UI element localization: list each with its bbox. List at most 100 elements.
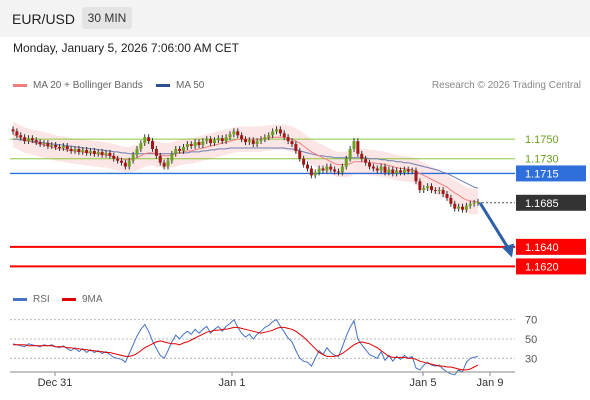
candle <box>46 143 50 147</box>
candle <box>267 135 271 138</box>
candle <box>108 152 112 156</box>
candle <box>476 201 480 203</box>
candle <box>77 148 81 152</box>
candle <box>430 186 433 191</box>
candle <box>441 190 445 194</box>
rsi-tick-50: 50 <box>525 334 537 346</box>
legend-rsi: RSI <box>13 294 50 305</box>
candle <box>333 169 337 172</box>
legend-ma20-label: MA 20 + Bollinger Bands <box>33 80 143 91</box>
candle <box>11 129 15 132</box>
candle <box>383 166 387 173</box>
candle <box>337 171 340 173</box>
candle <box>290 141 294 145</box>
candle <box>399 170 402 173</box>
candle <box>116 158 120 161</box>
candle <box>461 206 464 210</box>
current-price-tag <box>516 194 586 211</box>
candle <box>201 141 205 146</box>
candle <box>65 146 69 149</box>
candle <box>251 140 255 145</box>
forecast-arrow-head <box>502 243 514 258</box>
candle <box>154 148 158 156</box>
candle <box>368 162 371 167</box>
candle <box>205 139 209 142</box>
candle <box>19 135 23 138</box>
ma20-swatch <box>13 84 27 87</box>
candle <box>282 133 286 138</box>
timeframe-button[interactable]: 30 MIN <box>82 7 132 29</box>
candle <box>352 141 356 149</box>
candle <box>371 166 375 169</box>
x-tick-label: Dec 31 <box>38 377 73 389</box>
candle <box>263 137 267 140</box>
candle <box>445 193 449 198</box>
x-tick-label: Jan 1 <box>219 377 246 389</box>
datetime-label: Monday, January 5, 2026 7:06:00 AM CET <box>13 41 239 55</box>
level-label-1.1730: 1.1730 <box>525 154 559 166</box>
candle <box>182 146 185 151</box>
candle <box>15 131 19 136</box>
candle <box>34 140 38 143</box>
rsi-ma-swatch <box>62 298 76 301</box>
candle <box>96 151 100 154</box>
current-price-label: 1.1685 <box>525 198 559 210</box>
level-tag-1.1640 <box>516 238 586 255</box>
candle <box>30 138 34 141</box>
level-label-1.1715: 1.1715 <box>525 168 559 180</box>
candle <box>131 154 135 161</box>
candle <box>240 135 244 140</box>
legend-rsi-ma-label: 9MA <box>82 294 103 305</box>
rsi-tick-70: 70 <box>525 315 537 327</box>
candle <box>73 148 77 151</box>
candle <box>313 172 317 176</box>
candle <box>468 203 472 206</box>
forecast-arrow-shaft <box>478 201 511 251</box>
candle <box>275 129 278 132</box>
candle <box>135 148 139 155</box>
candle <box>321 168 325 171</box>
candle <box>27 138 30 142</box>
candle <box>360 153 364 159</box>
candle <box>255 141 259 145</box>
candle <box>81 149 85 152</box>
candle <box>151 141 154 149</box>
candle <box>375 168 379 171</box>
candle <box>158 155 162 163</box>
candle <box>220 138 224 142</box>
candle <box>104 152 108 155</box>
candle <box>317 168 321 173</box>
legend-ma50: MA 50 <box>156 80 204 91</box>
candle <box>433 190 437 192</box>
candle <box>391 169 395 174</box>
candle <box>61 146 65 148</box>
x-tick-label: Jan 9 <box>477 377 504 389</box>
candle <box>178 148 182 151</box>
x-tick-label: Jan 5 <box>410 377 437 389</box>
candle <box>418 181 422 191</box>
header-bar: EUR/USD 30 MIN <box>0 0 590 37</box>
candle <box>23 137 27 142</box>
candle <box>213 140 216 144</box>
candle <box>58 146 61 148</box>
candle <box>348 148 352 159</box>
candle <box>298 150 302 159</box>
candle <box>112 155 116 159</box>
candle <box>92 150 96 154</box>
level-label-1.1750: 1.1750 <box>525 134 559 146</box>
candle <box>406 169 410 172</box>
candle <box>166 160 170 167</box>
candle <box>286 137 290 142</box>
candle <box>259 139 263 142</box>
legend-rsi-ma: 9MA <box>62 294 103 305</box>
candle <box>209 139 213 144</box>
candle <box>364 158 368 163</box>
level-tag-1.1715 <box>516 165 586 182</box>
candles <box>11 126 480 213</box>
rsi-swatch <box>13 298 27 301</box>
candle <box>309 168 313 176</box>
candle <box>224 137 228 142</box>
candle <box>278 129 282 134</box>
candle <box>422 188 426 191</box>
